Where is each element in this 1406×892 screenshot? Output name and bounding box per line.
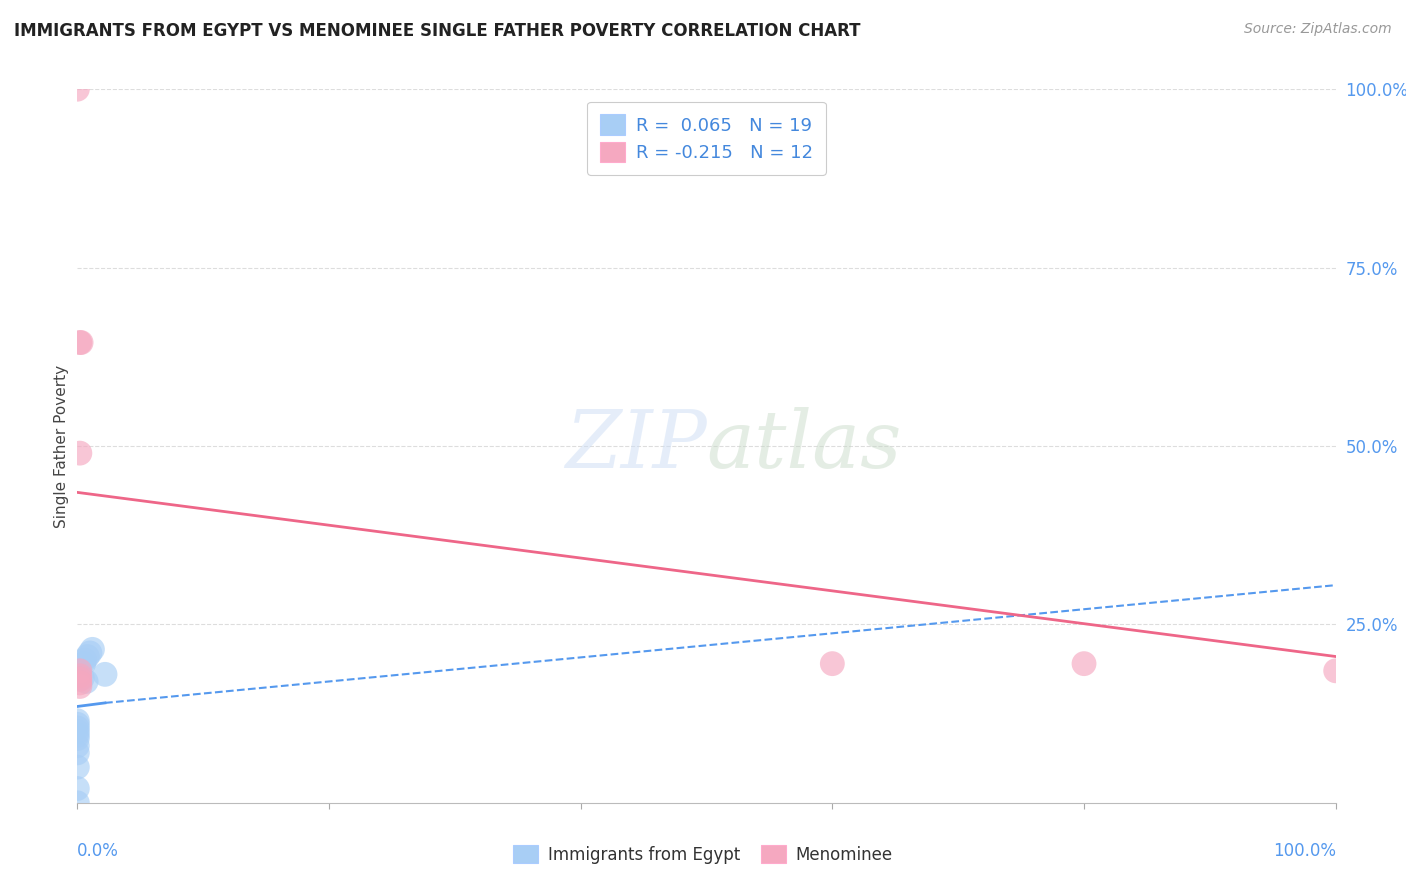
Point [66, 796, 89, 810]
Point [821, 657, 844, 671]
Point [66, 739, 89, 753]
Text: atlas: atlas [707, 408, 901, 484]
Point [69, 676, 91, 690]
Text: Source: ZipAtlas.com: Source: ZipAtlas.com [1244, 22, 1392, 37]
Legend: Immigrants from Egypt, Menominee: Immigrants from Egypt, Menominee [506, 838, 900, 871]
Point [66, 82, 89, 96]
Point [76, 649, 98, 664]
Point [72, 671, 94, 685]
Point [66, 721, 89, 735]
Text: 0.0%: 0.0% [77, 842, 120, 860]
Point [69, 664, 91, 678]
Point [66, 717, 89, 731]
Point [69, 669, 91, 683]
Point [66, 728, 89, 742]
Point [73, 653, 96, 667]
Point [69, 673, 91, 687]
Point [66, 731, 89, 746]
Text: 100.0%: 100.0% [1272, 842, 1336, 860]
Legend: R =  0.065   N = 19, R = -0.215   N = 12: R = 0.065 N = 19, R = -0.215 N = 12 [588, 102, 825, 175]
Point [66, 781, 89, 796]
Point [69, 680, 91, 694]
Point [69, 335, 91, 350]
Point [69, 446, 91, 460]
Point [1073, 657, 1095, 671]
Text: IMMIGRANTS FROM EGYPT VS MENOMINEE SINGLE FATHER POVERTY CORRELATION CHART: IMMIGRANTS FROM EGYPT VS MENOMINEE SINGL… [14, 22, 860, 40]
Point [1324, 664, 1347, 678]
Point [66, 714, 89, 728]
Y-axis label: Single Father Poverty: Single Father Poverty [53, 365, 69, 527]
Text: ZIP: ZIP [565, 408, 707, 484]
Point [79, 646, 101, 660]
Point [75, 674, 97, 689]
Point [82, 642, 104, 657]
Point [66, 760, 89, 774]
Point [66, 746, 89, 760]
Point [94, 667, 117, 681]
Point [66, 724, 89, 739]
Point [70, 335, 93, 350]
Point [72, 657, 94, 671]
